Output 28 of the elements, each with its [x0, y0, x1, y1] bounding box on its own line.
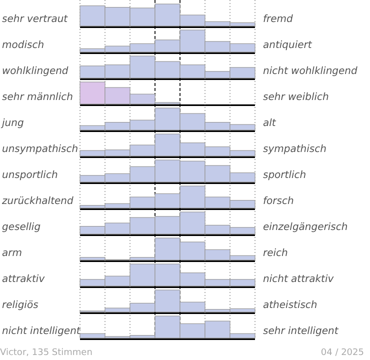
y2-axis-title: einzelgängerisch — [263, 222, 348, 233]
y-axis-title: sehr vertraut — [2, 14, 69, 25]
text: 04 / 2025 — [320, 348, 364, 358]
y2-axis-title: antiquiert — [263, 40, 313, 51]
y-axis-title: modisch — [2, 40, 44, 51]
y-axis-title: zurückhaltend — [1, 196, 74, 207]
y2-axis-title: sehr intelligent — [263, 326, 340, 337]
y2-axis-title: sympathisch — [263, 144, 326, 155]
y2-axis-title: nicht attraktiv — [263, 274, 335, 285]
y-axis-title: wohlklingend — [2, 66, 69, 77]
y-axis-title: jung — [0, 118, 24, 129]
y-axis-title: unsympathisch — [2, 144, 78, 155]
y-axis-title: arm — [2, 248, 22, 259]
y2-axis-title: atheistisch — [263, 300, 318, 311]
y2-axis-title: nicht wohlklingend — [263, 66, 358, 77]
y2-axis-title: sportlich — [263, 170, 306, 181]
y-axis-title: religiös — [2, 300, 38, 311]
y2-axis-title: alt — [263, 118, 277, 129]
text: Victor, 135 Stimmen — [0, 348, 92, 358]
y-axis-title: nicht intelligent — [2, 326, 82, 337]
y2-axis-title: sehr weiblich — [263, 92, 329, 103]
y2-axis-title: forsch — [263, 196, 294, 207]
y2-axis-title: reich — [263, 248, 288, 259]
y-axis-title: sehr männlich — [2, 92, 73, 103]
y2-axis-title: fremd — [263, 14, 294, 25]
y-axis-title: gesellig — [2, 222, 41, 233]
y-axis-title: attraktiv — [2, 274, 46, 285]
y-axis-title: unsportlich — [2, 170, 58, 181]
